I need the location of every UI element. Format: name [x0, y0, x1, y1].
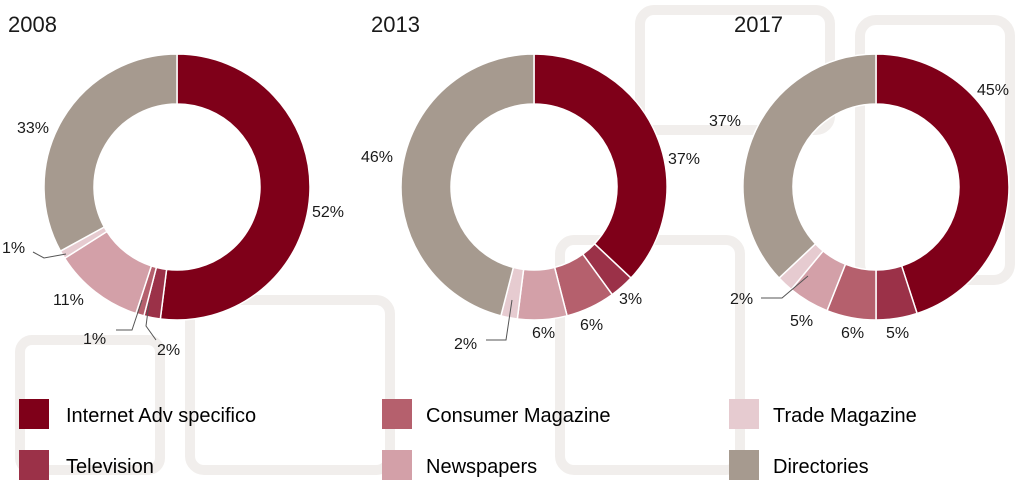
- value-labels: 52% 2% 1% 11% 1% 33% 37% 3% 6% 6% 2% 46%…: [2, 82, 1009, 359]
- legend-label-trade: Trade Magazine: [773, 405, 917, 427]
- legend-swatch-newspapers: [382, 450, 412, 480]
- donut-2017: [742, 53, 1010, 321]
- value-label-2017-newspapers: 5%: [790, 313, 813, 330]
- legend-swatch-consumer: [382, 399, 412, 429]
- chart-title-2013: 2013: [371, 12, 420, 37]
- value-label-2008-newspapers: 11%: [53, 292, 84, 309]
- value-label-2017-internet: 45%: [977, 82, 1009, 99]
- legend-item-directories: Directories: [729, 450, 869, 480]
- donut-2013: [400, 53, 668, 321]
- slice-2008-directories: [43, 53, 178, 253]
- slice-2017-internet: [875, 53, 1010, 315]
- leader-lines: [32, 251, 809, 341]
- chart-title-2017: 2017: [734, 12, 783, 37]
- legend-label-internet: Internet Adv specifico: [66, 405, 256, 427]
- value-label-2017-television: 5%: [886, 325, 909, 342]
- slice-2013-directories: [400, 53, 535, 317]
- donut-2008: [43, 53, 311, 321]
- value-label-2008-consumer: 1%: [83, 331, 106, 348]
- legend-label-directories: Directories: [773, 456, 869, 478]
- value-label-2008-directories: 33%: [17, 120, 49, 137]
- legend-label-newspapers: Newspapers: [426, 456, 537, 478]
- leader-line-2008-consumer: [116, 299, 143, 331]
- legend-swatch-internet: [19, 399, 49, 429]
- value-label-2017-trade: 2%: [730, 291, 753, 308]
- leader-line-2013-trade: [486, 299, 513, 341]
- value-label-2013-newspapers: 6%: [532, 325, 555, 342]
- leader-line-2008-television: [145, 302, 157, 341]
- value-label-2013-directories: 46%: [361, 149, 393, 166]
- value-label-2008-internet: 52%: [312, 204, 344, 221]
- value-label-2013-internet: 37%: [668, 151, 700, 168]
- slice-2008-internet: [159, 53, 311, 321]
- legend-label-consumer: Consumer Magazine: [426, 405, 611, 427]
- value-label-2013-television: 3%: [619, 291, 642, 308]
- value-label-2013-trade: 2%: [454, 336, 477, 353]
- value-label-2008-trade: 1%: [2, 240, 25, 257]
- leader-line-2008-trade: [32, 251, 67, 259]
- legend-item-newspapers: Newspapers: [382, 450, 537, 480]
- legend: Internet Adv specifico Consumer Magazine…: [19, 399, 917, 480]
- legend-label-television: Television: [66, 456, 154, 478]
- legend-item-trade: Trade Magazine: [729, 399, 917, 429]
- value-label-2017-consumer: 6%: [841, 325, 864, 342]
- leader-line-2017-trade: [761, 275, 809, 299]
- legend-item-internet: Internet Adv specifico: [19, 399, 256, 429]
- legend-swatch-directories: [729, 450, 759, 480]
- value-label-2008-television: 2%: [157, 342, 180, 359]
- legend-item-television: Television: [19, 450, 154, 480]
- legend-swatch-trade: [729, 399, 759, 429]
- value-label-2017-directories: 37%: [709, 113, 741, 130]
- chart-title-2008: 2008: [8, 12, 57, 37]
- slice-2013-internet: [533, 53, 668, 280]
- slice-2017-directories: [742, 53, 877, 280]
- legend-item-consumer: Consumer Magazine: [382, 399, 611, 429]
- legend-swatch-television: [19, 450, 49, 480]
- value-label-2013-consumer: 6%: [580, 317, 603, 334]
